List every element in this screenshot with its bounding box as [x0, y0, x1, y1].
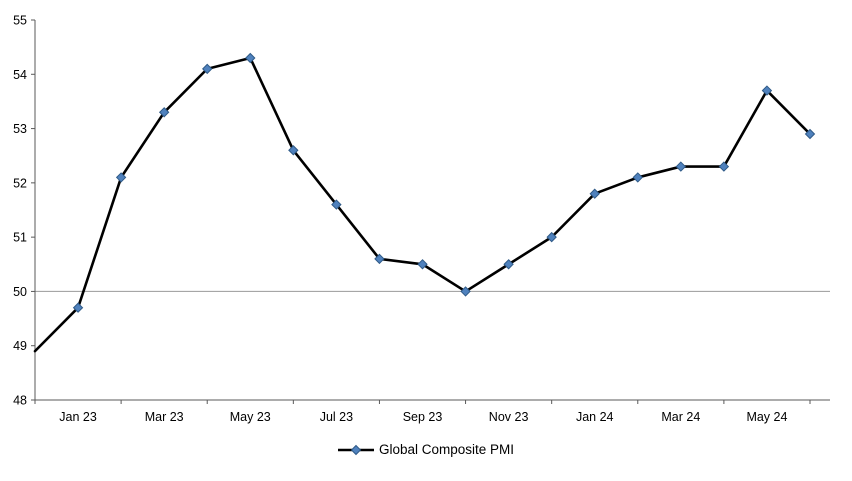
x-axis-tick-label: Jan 23	[59, 410, 97, 424]
pmi-data-point-marker	[331, 199, 342, 210]
x-axis-tick-label: Mar 24	[661, 410, 700, 424]
x-axis-tick-label: Jan 24	[576, 410, 614, 424]
x-axis-tick-label: Sep 23	[403, 410, 443, 424]
legend-label: Global Composite PMI	[378, 442, 515, 457]
y-axis-tick-label: 54	[13, 68, 27, 82]
x-axis-tick-label: May 23	[230, 410, 271, 424]
y-axis-tick-label: 50	[13, 285, 27, 299]
pmi-data-point-marker	[72, 302, 84, 313]
x-axis-tick-label: Mar 23	[145, 410, 184, 424]
legend: Global Composite PMI	[0, 442, 852, 457]
pmi-data-point-marker	[632, 172, 643, 183]
pmi-series-line	[33, 56, 812, 353]
x-axis-tick-label: Jul 23	[320, 410, 353, 424]
pmi-data-point-marker	[546, 231, 557, 243]
pmi-data-point-marker	[245, 52, 256, 64]
pmi-data-point-marker	[804, 128, 816, 140]
y-axis-tick-label: 53	[13, 122, 27, 136]
pmi-data-point-marker	[288, 145, 299, 156]
pmi-data-point-marker	[718, 161, 730, 172]
x-axis-tick-label: May 24	[746, 410, 787, 424]
y-axis-tick-label: 49	[13, 339, 27, 353]
pmi-data-point-marker	[202, 63, 213, 75]
y-axis-tick-label: 55	[13, 14, 27, 28]
pmi-data-point-marker	[761, 85, 773, 96]
x-axis-tick-label: Nov 23	[489, 410, 529, 424]
legend-diamond-marker-icon	[350, 444, 362, 455]
pmi-data-point-marker	[589, 188, 600, 199]
pmi-data-point-marker	[460, 286, 471, 297]
pmi-data-point-marker	[115, 172, 127, 183]
pmi-data-point-marker	[675, 161, 687, 172]
y-axis-tick-label: 51	[13, 231, 27, 245]
pmi-data-point-marker	[158, 107, 170, 118]
pmi-data-point-marker	[417, 259, 428, 270]
pmi-data-point-marker	[503, 259, 514, 270]
pmi-data-point-marker	[374, 253, 385, 265]
y-axis-tick-label: 48	[13, 394, 27, 408]
legend-series-icon	[337, 444, 374, 455]
y-axis-tick-label: 52	[13, 176, 27, 190]
